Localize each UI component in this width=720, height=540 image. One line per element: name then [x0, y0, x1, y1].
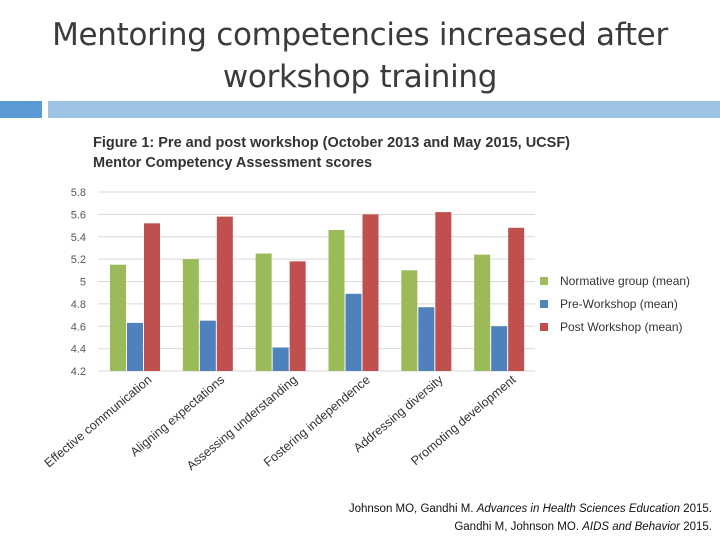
y-tick-label: 5: [80, 277, 86, 289]
y-tick-label: 5.8: [71, 187, 86, 199]
slide-title: Mentoring competencies increased after w…: [40, 14, 680, 98]
citation-line-2: Gandhi M, Johnson MO. AIDS and Behavior …: [349, 518, 712, 536]
bar: [508, 227, 525, 371]
citation-1-journal: Advances in Health Sciences Education: [476, 503, 681, 515]
bar: [110, 264, 126, 371]
citation-2-authors: Gandhi M, Johnson MO.: [454, 521, 579, 533]
legend-label: Normative group (mean): [560, 274, 690, 288]
figure-title-line-2: Mentor Competency Assessment scores: [93, 155, 373, 171]
legend-label: Pre-Workshop (mean): [560, 297, 678, 311]
y-tick-label: 5.6: [71, 209, 86, 221]
bar: [199, 320, 216, 371]
legend-swatch: [540, 277, 548, 285]
bar: [182, 259, 199, 371]
bar: [435, 212, 452, 371]
legend-label: Post Workshop (mean): [560, 320, 683, 334]
citation-1-year: 2015.: [683, 503, 712, 515]
bar: [474, 254, 491, 371]
bar: [255, 253, 272, 371]
bar: [418, 307, 435, 371]
bar: [127, 322, 143, 371]
bar: [362, 214, 379, 371]
bar: [491, 326, 508, 371]
citation-2-journal: AIDS and Behavior: [582, 521, 681, 533]
figure-title-line-1: Figure 1: Pre and post workshop (October…: [93, 135, 571, 151]
y-tick-label: 5.4: [71, 232, 86, 244]
legend-swatch: [540, 300, 548, 308]
citation: Johnson MO, Gandhi M. Advances in Health…: [349, 500, 712, 536]
bar: [272, 347, 289, 371]
bar: [289, 261, 306, 371]
bar: [216, 216, 233, 371]
accent-bar-short: [0, 101, 42, 118]
citation-2-year: 2015.: [683, 521, 712, 533]
bar: [345, 293, 362, 371]
bar: [401, 270, 418, 371]
slide-title-line-1: Mentoring competencies increased after: [52, 17, 668, 53]
y-tick-label: 5.2: [71, 254, 86, 266]
y-tick-label: 4.8: [71, 299, 86, 311]
y-tick-label: 4.4: [71, 344, 86, 356]
bar: [328, 230, 345, 371]
bar: [144, 223, 160, 371]
citation-1-authors: Johnson MO, Gandhi M.: [348, 503, 474, 515]
citation-line-1: Johnson MO, Gandhi M. Advances in Health…: [349, 500, 712, 518]
y-tick-label: 4.6: [71, 321, 86, 333]
legend-swatch: [540, 323, 548, 331]
figure-title: Figure 1: Pre and post workshop (October…: [93, 133, 653, 173]
y-tick-label: 4.2: [71, 366, 86, 378]
accent-bar-long: [48, 101, 720, 118]
slide-title-line-2: workshop training: [222, 59, 498, 95]
